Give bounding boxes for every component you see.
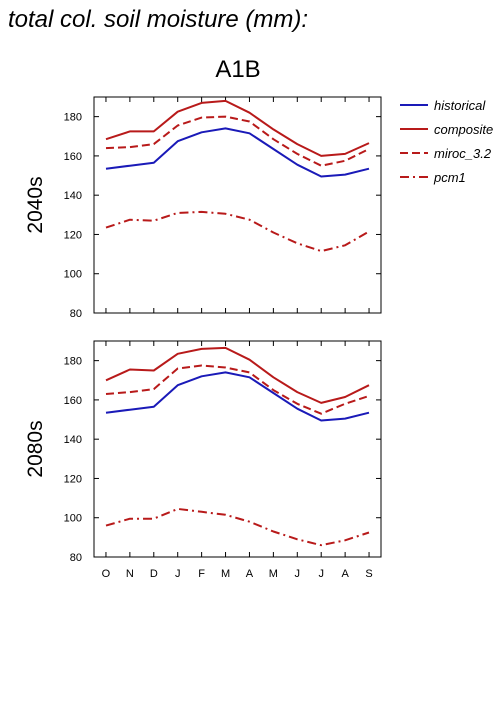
- x-tick-label: A: [341, 568, 349, 580]
- figure-title: total col. soil moisture (mm):: [8, 6, 309, 33]
- legend-label-pcm1: pcm1: [433, 170, 466, 185]
- y-tick-label: 100: [64, 513, 82, 525]
- series-line-composite: [105, 346, 370, 404]
- x-tick-label: M: [269, 568, 278, 580]
- y-tick-label: 100: [64, 269, 82, 281]
- panel-label: 2040s: [24, 176, 47, 233]
- x-tick-label: N: [126, 568, 134, 580]
- x-tick-label: A: [246, 568, 254, 580]
- y-tick-label: 140: [64, 434, 82, 446]
- y-tick-label: 80: [70, 308, 82, 320]
- y-tick-label: 180: [64, 112, 82, 124]
- y-tick-label: 160: [64, 395, 82, 407]
- x-tick-label: J: [295, 568, 301, 580]
- panel-2080s: 80 100 120 140 160 180 O N D J F M A M J J A S 2080s: [24, 340, 382, 580]
- series-line-historical: [105, 371, 370, 422]
- y-tick-label: 80: [70, 552, 82, 564]
- x-tick-label: M: [221, 568, 230, 580]
- series-line-composite: [105, 99, 370, 157]
- panel-label: 2080s: [24, 420, 47, 477]
- plot-frame: [93, 340, 382, 558]
- series-line-pcm1: [105, 210, 370, 253]
- y-tick-label: 180: [64, 356, 82, 368]
- scenario-title: A1B: [215, 56, 261, 83]
- x-tick-label: S: [365, 568, 372, 580]
- series-line-pcm1: [105, 507, 370, 547]
- y-tick-label: 120: [64, 473, 82, 485]
- x-tick-label: J: [318, 568, 324, 580]
- y-tick-label: 160: [64, 151, 82, 163]
- series-line-miroc: [105, 115, 370, 167]
- x-tick-label: J: [175, 568, 181, 580]
- x-tick-label: O: [102, 568, 111, 580]
- y-tick-label: 140: [64, 190, 82, 202]
- series-line-historical: [105, 127, 370, 178]
- legend-label-historical: historical: [434, 98, 486, 113]
- series-line-miroc: [105, 364, 370, 415]
- x-tick-label: D: [150, 568, 158, 580]
- panel-2040s: 80 100 120 140 160 180 2040s: [24, 96, 382, 320]
- y-tick-label: 120: [64, 229, 82, 241]
- legend-label-miroc: miroc_3.2: [434, 146, 492, 161]
- x-tick-label: F: [198, 568, 205, 580]
- legend: historical composite miroc_3.2 pcm1: [400, 98, 493, 185]
- plot-frame: [93, 96, 382, 314]
- legend-label-composite: composite: [434, 122, 493, 137]
